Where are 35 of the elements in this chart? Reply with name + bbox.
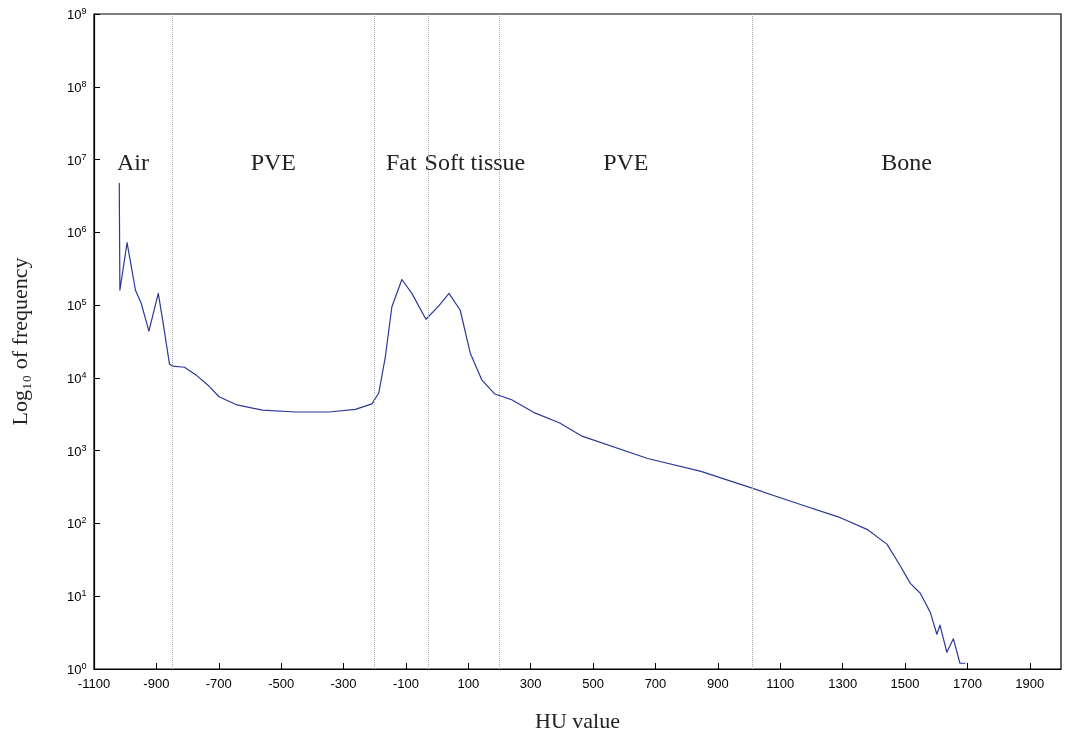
y-tick-label: 10$^{8}$	[67, 78, 87, 96]
annotation: Air	[117, 149, 149, 175]
y-tick-label: 10$^{9}$	[67, 6, 87, 23]
x-tick-label: 1900	[1015, 676, 1045, 691]
line-series	[118, 182, 966, 664]
y-axis-title: Log₁₀ of frequency	[6, 257, 32, 426]
x-axis-title: HU value	[535, 707, 620, 733]
x-tick-label: 900	[707, 676, 729, 691]
y-tick-label: 10$^{7}$	[67, 151, 87, 168]
annotation: Bone	[881, 149, 932, 175]
x-tick-label: 1100	[766, 676, 795, 691]
annotation: Soft tissue	[424, 149, 526, 175]
x-tick-label: -1100	[77, 676, 111, 691]
annotation: Fat	[385, 149, 417, 175]
y-tick-label: 10$^{0}$	[67, 661, 87, 678]
x-tick-label: 700	[644, 676, 667, 691]
x-tick-label: 300	[519, 676, 542, 691]
x-tick-label: -700	[205, 676, 232, 691]
x-tick-label: -100	[392, 676, 419, 691]
x-tick-label: 1700	[952, 676, 982, 691]
x-tick-label: 1500	[890, 676, 920, 691]
y-tick-label: 10$^{6}$	[67, 224, 87, 241]
x-tick-label: -500	[268, 676, 295, 691]
y-tick-label: 10$^{5}$	[67, 297, 87, 314]
annotation: PVE	[250, 149, 297, 175]
y-tick-label: 10$^{3}$	[67, 442, 87, 459]
x-tick-label: 100	[457, 676, 480, 691]
y-tick-label: 10$^{4}$	[67, 369, 87, 387]
x-tick-label: -900	[143, 676, 170, 691]
x-tick-label: 500	[582, 676, 604, 691]
y-tick-label: 10$^{2}$	[67, 515, 87, 532]
y-tick-label: 10$^{1}$	[67, 588, 87, 605]
x-tick-label: -300	[330, 676, 357, 691]
x-tick-label: 1300	[828, 676, 858, 691]
annotation: PVE	[603, 149, 649, 175]
